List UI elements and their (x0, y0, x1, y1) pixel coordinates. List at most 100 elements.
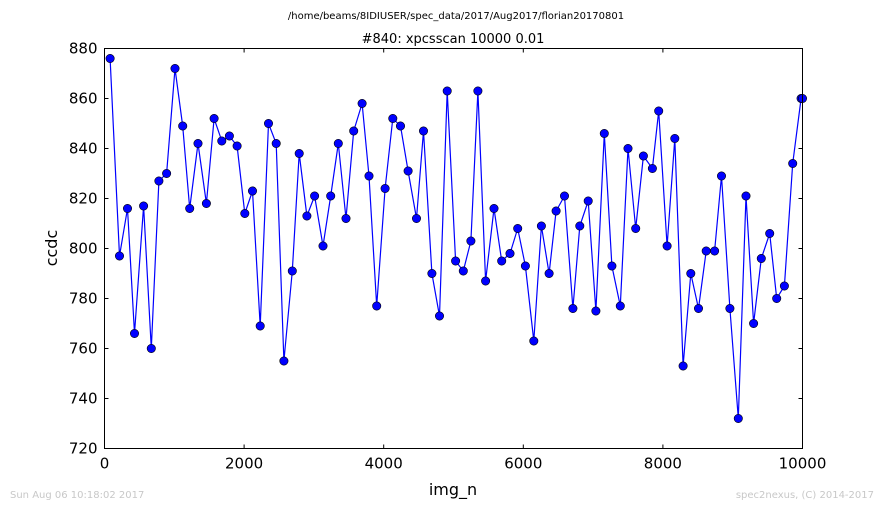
data-point (451, 256, 461, 266)
y-tick-label: 880 (69, 40, 98, 58)
data-point (662, 241, 672, 251)
y-tick-label: 840 (69, 140, 98, 158)
data-point (497, 256, 507, 266)
data-point (349, 126, 359, 136)
data-point (333, 139, 343, 149)
data-point (442, 86, 452, 96)
data-point (380, 184, 390, 194)
data-point (670, 134, 680, 144)
data-point (725, 303, 735, 313)
data-point (318, 241, 328, 251)
y-tick-label: 800 (69, 240, 98, 258)
data-point (185, 204, 195, 214)
data-point (427, 268, 437, 278)
data-point (631, 224, 641, 234)
data-point (772, 293, 782, 303)
plot-frame (104, 48, 803, 449)
x-axis-label: img_n (429, 480, 477, 500)
data-point (279, 356, 289, 366)
x-tick-label: 4000 (365, 455, 403, 473)
data-point (466, 236, 476, 246)
data-point (615, 301, 625, 311)
data-point (733, 413, 743, 423)
data-point (599, 129, 609, 139)
data-point (418, 126, 428, 136)
data-point (473, 86, 483, 96)
data-point (788, 159, 798, 169)
data-point (388, 114, 398, 124)
data-point (115, 251, 125, 261)
footer-timestamp: Sun Aug 06 10:18:02 2017 (10, 490, 144, 501)
data-point (536, 221, 546, 231)
data-point (240, 209, 250, 219)
footer-credit: spec2nexus, (C) 2014-2017 (736, 490, 874, 501)
x-tick-label: 0 (100, 455, 110, 473)
data-point (271, 139, 281, 149)
data-point (458, 266, 468, 276)
data-point (710, 246, 720, 256)
data-point (647, 164, 657, 174)
data-point (217, 136, 227, 146)
data-point (583, 196, 593, 206)
data-point (139, 201, 149, 211)
data-point (551, 206, 561, 216)
data-point (513, 224, 523, 234)
data-point (105, 53, 115, 63)
data-point (701, 246, 711, 256)
data-point (686, 268, 696, 278)
data-point (248, 186, 258, 196)
y-tick-labels: 720 740 760 780 800 820 840 860 880 (69, 40, 98, 458)
data-point (489, 204, 499, 214)
data-point (310, 191, 320, 201)
data-point (716, 171, 726, 181)
data-point (209, 114, 219, 124)
data-point (411, 214, 421, 224)
data-point (678, 361, 688, 371)
data-point (294, 149, 304, 159)
data-point (395, 121, 405, 131)
data-point (568, 303, 578, 313)
data-point (170, 64, 180, 74)
data-point (481, 276, 491, 286)
x-tick-label: 6000 (504, 455, 542, 473)
data-point (232, 141, 242, 151)
y-tick-label: 820 (69, 190, 98, 208)
chart-subtitle-path: /home/beams/8IDIUSER/spec_data/2017/Aug2… (288, 11, 624, 22)
data-point (638, 151, 648, 161)
data-point (255, 321, 265, 331)
x-tick-label: 8000 (644, 455, 682, 473)
data-point (287, 266, 297, 276)
data-point (779, 281, 789, 291)
data-point (326, 191, 336, 201)
data-point (434, 311, 444, 321)
data-point (529, 336, 539, 346)
data-point (765, 229, 775, 239)
data-point (154, 176, 164, 186)
data-point (756, 254, 766, 264)
data-point (544, 268, 554, 278)
data-point (123, 204, 133, 214)
data-point (224, 131, 234, 141)
data-point (372, 301, 382, 311)
data-point (178, 121, 188, 131)
y-tick-label: 740 (69, 390, 98, 408)
data-point (357, 99, 367, 109)
y-tick-label: 780 (69, 290, 98, 308)
data-point (654, 106, 664, 116)
data-point (693, 303, 703, 313)
data-point (749, 318, 759, 328)
y-axis-label: ccdc (42, 230, 61, 267)
x-tick-labels: 0 2000 4000 6000 8000 10000 (100, 455, 827, 473)
y-tick-label: 720 (69, 440, 98, 458)
data-point (575, 221, 585, 231)
data-point (741, 191, 751, 201)
data-point (263, 119, 273, 129)
data-point (559, 191, 569, 201)
x-tick-label: 2000 (225, 455, 263, 473)
data-point (505, 249, 515, 259)
data-point (193, 139, 203, 149)
data-point (130, 328, 140, 338)
chart-title: #840: xpcsscan 10000 0.01 (362, 32, 545, 47)
data-point (607, 261, 617, 271)
